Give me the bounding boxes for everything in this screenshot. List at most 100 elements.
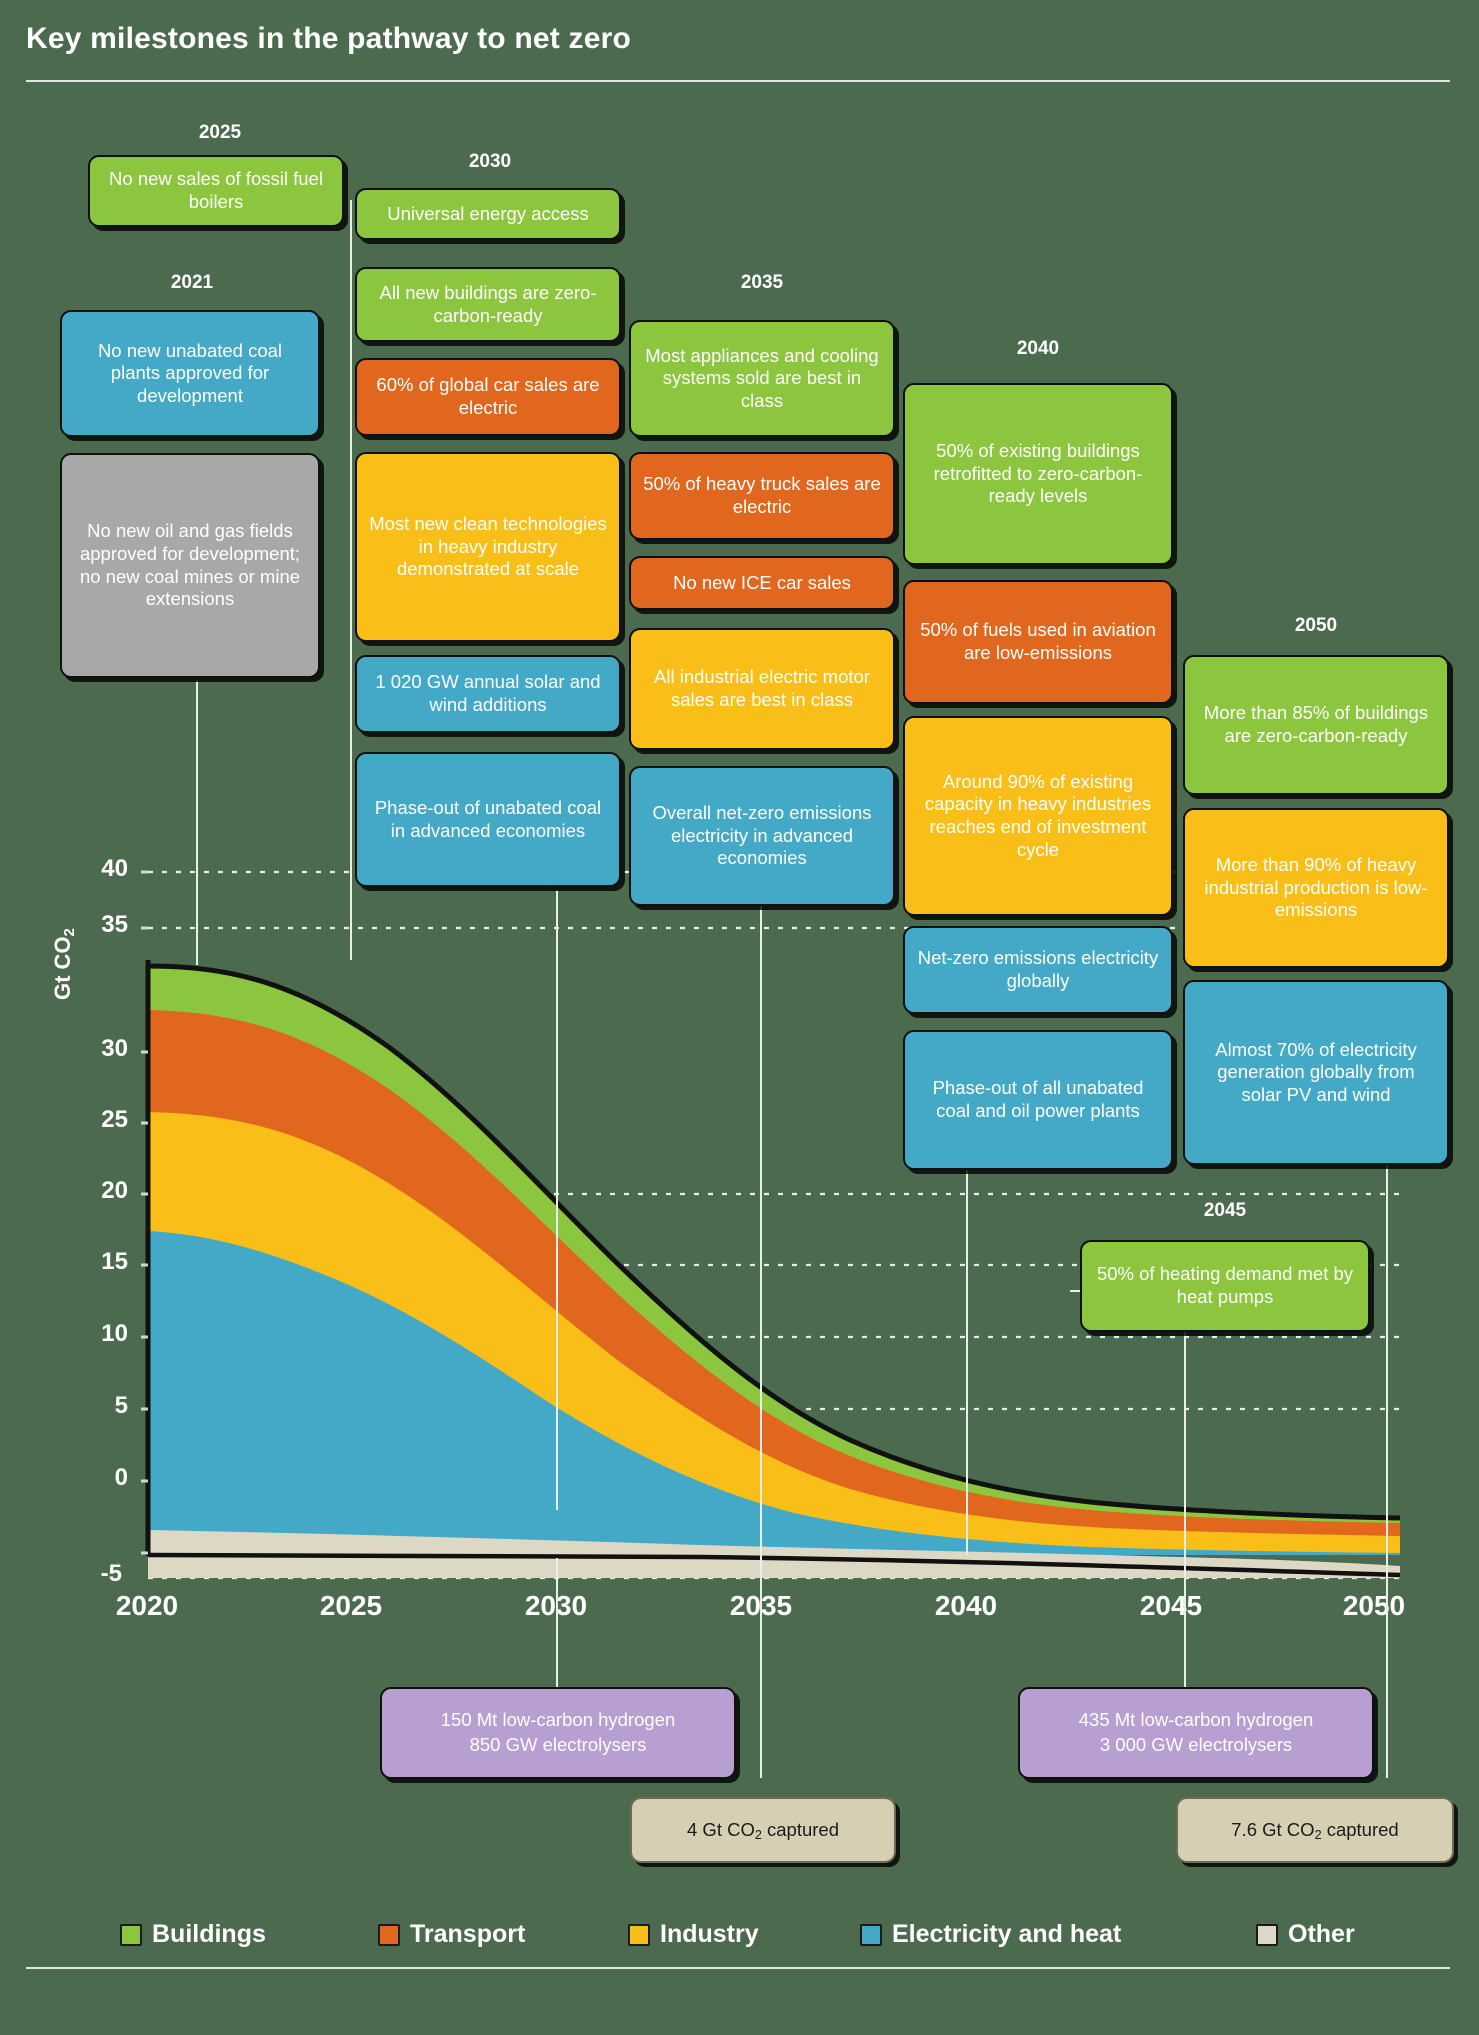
milestone-text: Around 90% of existing capacity in heavy…: [924, 770, 1152, 860]
milestone-text: 50% of heating demand met by heat pumps: [1096, 1263, 1354, 1307]
milestone-2035-1[interactable]: 50% of heavy truck sales are electric: [629, 452, 895, 540]
x-tick-2040: 2040: [934, 1590, 998, 1621]
y-tick-0: 0: [114, 1464, 128, 1491]
year-label-2045: 2045: [1203, 1200, 1247, 1221]
y-tick-30: 30: [101, 1035, 128, 1062]
milestone-text: Most new clean technologies in heavy ind…: [369, 513, 607, 580]
milestone-text: No new sales of fossil fuel boilers: [109, 168, 323, 212]
y-tick-35: 35: [101, 911, 128, 938]
milestone-text: 50% of heavy truck sales are electric: [643, 473, 881, 517]
milestone-text: Overall net-zero emissions electricity i…: [652, 802, 872, 869]
milestone-text: Phase-out of unabated coal in advanced e…: [374, 796, 602, 841]
legend-swatch-transport: [378, 1923, 400, 1946]
milestone-text: 50% of fuels used in aviation are low-em…: [920, 619, 1156, 663]
x-tick-2045: 2045: [1139, 1590, 1203, 1621]
milestone-2030-5[interactable]: Phase-out of unabated coal in advanced e…: [355, 752, 621, 887]
milestone-text: 1 020 GW annual solar and wind additions: [375, 671, 601, 715]
legend-label-other: Other: [1288, 1920, 1355, 1948]
connector-2021: [196, 680, 198, 965]
milestone-2035-4[interactable]: Overall net-zero emissions electricity i…: [629, 766, 895, 906]
milestone-2040-2[interactable]: Around 90% of existing capacity in heavy…: [903, 716, 1173, 916]
title-divider: [26, 80, 1450, 82]
y-tick-40: 40: [101, 855, 128, 882]
milestone-text: More than 85% of buildings are zero-carb…: [1203, 702, 1429, 746]
milestone-text: No new unabated coal plants approved for…: [97, 339, 283, 406]
bottom-callout-co2-2050[interactable]: 7.6 Gt CO2 captured: [1176, 1797, 1454, 1863]
milestone-2040-3[interactable]: Net-zero emissions electricity globally: [903, 926, 1173, 1014]
y-tick-minus-5: -5: [100, 1560, 122, 1587]
milestone-2025-0[interactable]: No new sales of fossil fuel boilers: [88, 155, 344, 227]
y-tick-20: 20: [101, 1177, 128, 1204]
connector-h2-2030: [556, 1558, 558, 1688]
milestone-2030-0[interactable]: Universal energy access: [355, 188, 621, 240]
legend-swatch-buildings: [120, 1923, 142, 1946]
hydrogen-2030-line1: 150 Mt low-carbon hydrogen: [440, 1709, 676, 1731]
connector-co2-2050: [1386, 1558, 1388, 1778]
milestone-text: Most appliances and cooling systems sold…: [645, 344, 879, 411]
milestone-text: No new ICE car sales: [673, 571, 851, 593]
milestone-text: 60% of global car sales are electric: [376, 374, 600, 418]
milestone-2021-1[interactable]: No new oil and gas fields approved for d…: [60, 453, 320, 678]
connector-2030: [556, 890, 558, 1510]
legend-swatch-other: [1256, 1923, 1278, 1946]
milestone-2035-0[interactable]: Most appliances and cooling systems sold…: [629, 320, 895, 437]
page-title: Key milestones in the pathway to net zer…: [26, 22, 631, 55]
bottom-callout-hydrogen-2045[interactable]: 435 Mt low-carbon hydrogen 3 000 GW elec…: [1018, 1687, 1374, 1779]
milestone-text: No new oil and gas fields approved for d…: [79, 520, 301, 610]
x-tick-2025: 2025: [319, 1590, 383, 1621]
legend-item-buildings[interactable]: Buildings: [120, 1920, 266, 1949]
co2-captured-2035-text: 4 Gt CO2 captured: [687, 1818, 839, 1843]
milestone-text: Universal energy access: [387, 202, 589, 224]
milestone-2030-3[interactable]: Most new clean technologies in heavy ind…: [355, 452, 621, 642]
bottom-callout-co2-2035[interactable]: 4 Gt CO2 captured: [630, 1797, 896, 1863]
legend-item-industry[interactable]: Industry: [628, 1920, 759, 1949]
connector-2035: [760, 900, 762, 1560]
milestone-2035-3[interactable]: All industrial electric motor sales are …: [629, 628, 895, 750]
x-tick-2020: 2020: [115, 1590, 179, 1621]
bottom-callout-hydrogen-2030[interactable]: 150 Mt low-carbon hydrogen 850 GW electr…: [380, 1687, 736, 1779]
net-zero-line: [147, 1552, 1401, 1578]
year-label-2040: 2040: [1016, 338, 1060, 359]
legend-label-electricity-and-heat: Electricity and heat: [892, 1920, 1122, 1948]
year-label-2021: 2021: [170, 272, 214, 293]
milestone-2045-0[interactable]: 50% of heating demand met by heat pumps: [1080, 1240, 1370, 1332]
milestone-2030-4[interactable]: 1 020 GW annual solar and wind additions: [355, 655, 621, 733]
legend-item-electricity-and-heat[interactable]: Electricity and heat: [860, 1920, 1121, 1949]
x-tick-2050: 2050: [1342, 1590, 1406, 1621]
area-other: [148, 1530, 1400, 1578]
year-label-2025: 2025: [198, 122, 242, 143]
area-negative-removals: [700, 1555, 1400, 1577]
milestone-text: Phase-out of all unabated coal and oil p…: [932, 1077, 1144, 1121]
legend-item-transport[interactable]: Transport: [378, 1920, 525, 1949]
y-tick-5: 5: [114, 1392, 128, 1419]
year-label-2050: 2050: [1294, 615, 1338, 636]
legend-label-industry: Industry: [660, 1920, 759, 1948]
milestone-2035-2[interactable]: No new ICE car sales: [629, 556, 895, 610]
connector-2050: [1386, 1160, 1388, 1560]
milestone-2030-2[interactable]: 60% of global car sales are electric: [355, 358, 621, 436]
milestone-2021-0[interactable]: No new unabated coal plants approved for…: [60, 310, 320, 437]
milestone-text: All new buildings are zero-carbon-ready: [379, 281, 597, 326]
connector-h2-2045: [1184, 1558, 1186, 1688]
milestone-text: All industrial electric motor sales are …: [654, 666, 870, 710]
hydrogen-2030-line2: 850 GW electrolysers: [469, 1734, 647, 1755]
legend-label-buildings: Buildings: [152, 1920, 266, 1948]
milestone-2050-0[interactable]: More than 85% of buildings are zero-carb…: [1183, 655, 1449, 795]
chart-legend: Buildings Transport Industry Electricity…: [100, 1920, 1430, 1964]
legend-label-transport: Transport: [410, 1920, 526, 1948]
milestone-2050-2[interactable]: Almost 70% of electricity generation glo…: [1183, 980, 1449, 1165]
hydrogen-2045-line2: 3 000 GW electrolysers: [1099, 1734, 1293, 1755]
legend-swatch-electricity-and-heat: [860, 1923, 882, 1946]
area-industry: [148, 1112, 1400, 1555]
connector-2045: [1184, 1290, 1186, 1560]
milestone-2050-1[interactable]: More than 90% of heavy industrial produc…: [1183, 808, 1449, 968]
milestone-2030-1[interactable]: All new buildings are zero-carbon-ready: [355, 267, 621, 342]
milestone-2040-1[interactable]: 50% of fuels used in aviation are low-em…: [903, 580, 1173, 704]
milestone-2040-0[interactable]: 50% of existing buildings retrofitted to…: [903, 383, 1173, 565]
legend-item-other[interactable]: Other: [1256, 1920, 1355, 1949]
y-tick-15: 15: [101, 1248, 128, 1275]
y-tick-25: 25: [101, 1106, 128, 1133]
connector-2040: [966, 1115, 968, 1555]
milestone-2040-4[interactable]: Phase-out of all unabated coal and oil p…: [903, 1030, 1173, 1170]
